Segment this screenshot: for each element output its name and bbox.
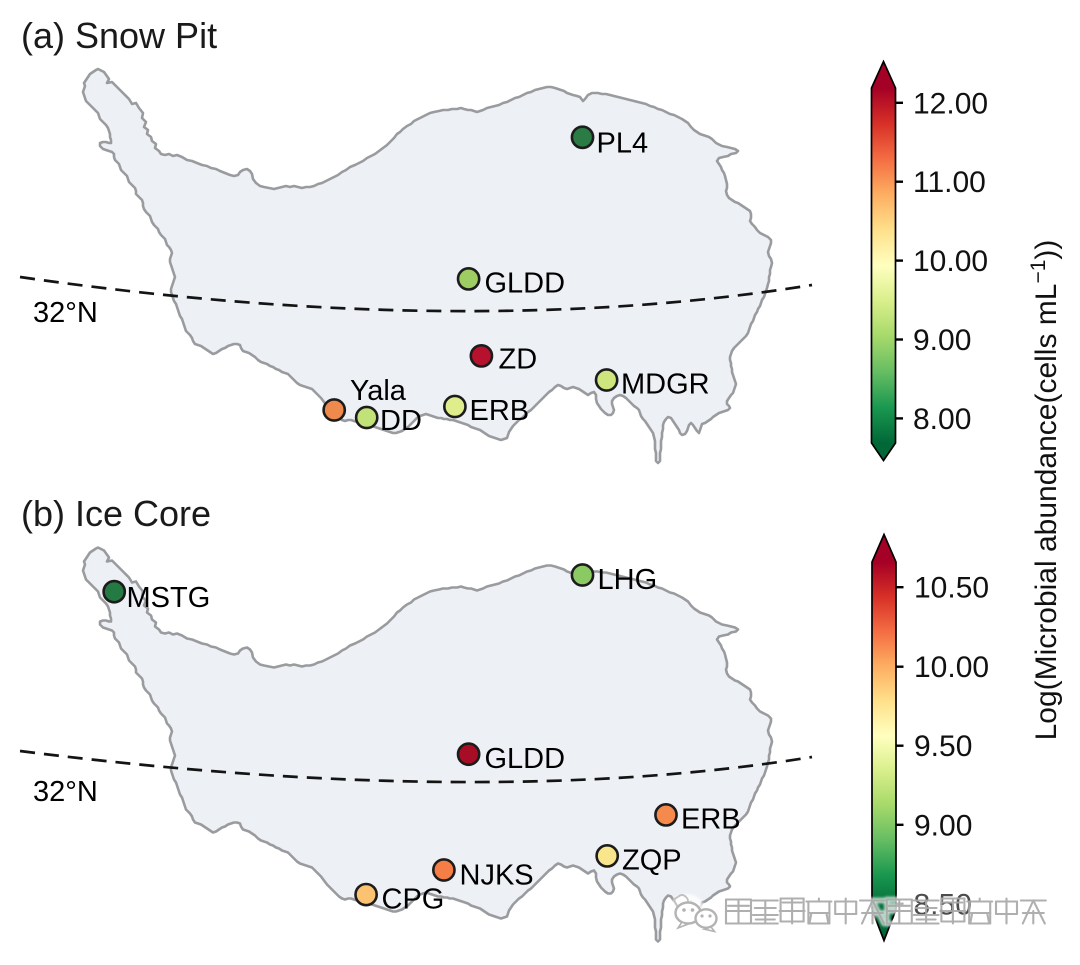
svg-text:GLDD: GLDD (485, 743, 566, 775)
svg-text:11.00: 11.00 (913, 166, 986, 199)
svg-text:10.00: 10.00 (913, 245, 988, 278)
svg-text:DD: DD (380, 405, 422, 437)
svg-text:10.50: 10.50 (914, 572, 989, 605)
svg-text:12.00: 12.00 (913, 87, 988, 120)
svg-text:ZQP: ZQP (622, 845, 682, 877)
svg-text:9.00: 9.00 (914, 809, 972, 842)
svg-text:LHG: LHG (598, 564, 658, 596)
svg-text:ERB: ERB (681, 804, 741, 836)
svg-text:10.00: 10.00 (914, 651, 989, 684)
svg-text:Yala: Yala (350, 375, 407, 407)
svg-text:PL4: PL4 (597, 128, 649, 160)
svg-text:(b) Ice Core: (b) Ice Core (21, 493, 211, 534)
svg-text:32°N: 32°N (33, 297, 98, 329)
svg-text:32°N: 32°N (33, 776, 98, 808)
svg-text:9.00: 9.00 (913, 324, 971, 357)
svg-text:8.00: 8.00 (913, 403, 971, 436)
svg-text:9.50: 9.50 (914, 730, 972, 763)
svg-text:(a) Snow Pit: (a) Snow Pit (21, 15, 217, 56)
svg-text:8.50: 8.50 (914, 888, 972, 921)
svg-text:GLDD: GLDD (485, 268, 566, 300)
svg-text:ZD: ZD (499, 344, 538, 376)
svg-text:NJKS: NJKS (460, 860, 534, 892)
svg-text:Log(Microbial abundance(cells: Log(Microbial abundance(cells mL−1)) (1027, 240, 1063, 741)
svg-text:MSTG: MSTG (127, 582, 211, 614)
svg-text:ERB: ERB (470, 395, 530, 427)
svg-text:MDGR: MDGR (621, 369, 710, 401)
svg-text:CPG: CPG (382, 884, 445, 916)
